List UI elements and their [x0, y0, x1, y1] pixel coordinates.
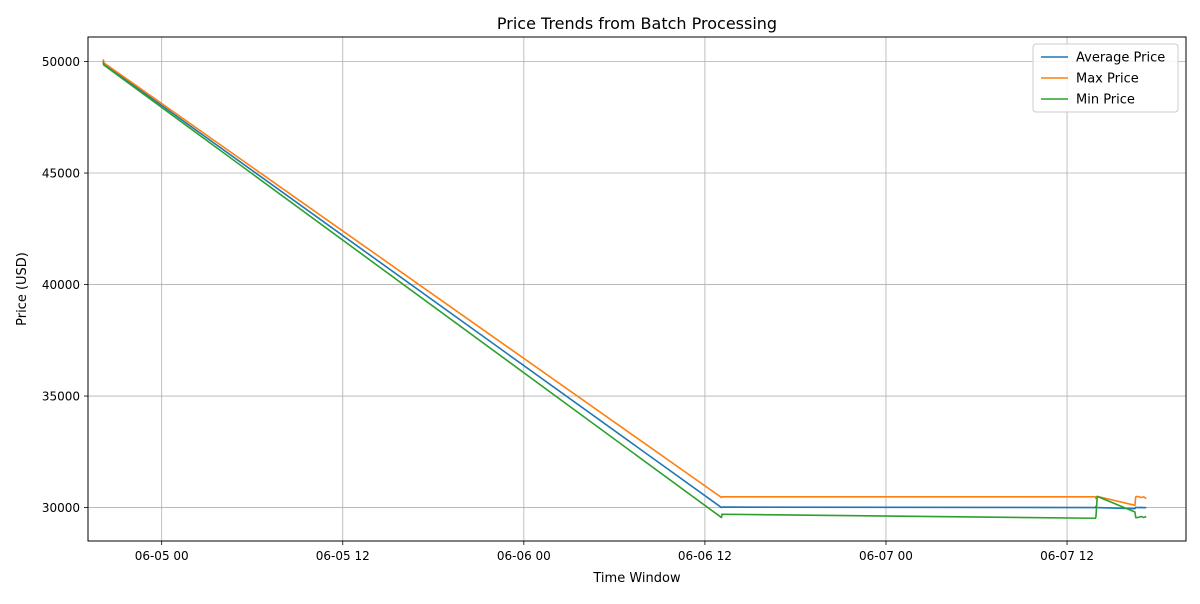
legend-label-max-price: Max Price [1076, 72, 1139, 87]
y-tick-label: 30000 [42, 501, 80, 515]
x-tick-label: 06-05 12 [316, 549, 370, 563]
x-tick-label: 06-06 00 [497, 549, 551, 563]
axis-ticks: 06-05 00 06-05 12 06-06 00 06-06 12 06-07 00… [42, 55, 1094, 563]
series-lines [102, 59, 1147, 520]
x-tick-label: 06-05 00 [135, 549, 189, 563]
legend-frame [1032, 43, 1179, 113]
x-tick-label: 06-07 12 [1040, 549, 1094, 563]
legend-label-average-price: Average Price [1076, 51, 1165, 66]
y-tick-label: 40000 [42, 278, 80, 292]
grid-lines [88, 37, 1186, 541]
y-tick-label: 35000 [42, 390, 80, 404]
y-tick-label: 45000 [42, 167, 80, 181]
series-line-min-price [102, 61, 1147, 520]
chart-title: Price Trends from Batch Processing [497, 14, 777, 33]
x-tick-label: 06-07 00 [859, 549, 913, 563]
legend: Average Price Max Price Min Price [1032, 43, 1179, 113]
plot-area-frame [87, 36, 1187, 542]
y-axis-label: Price (USD) [15, 252, 30, 326]
legend-label-min-price: Min Price [1076, 93, 1135, 108]
y-tick-label: 50000 [42, 55, 80, 69]
x-axis-label: Time Window [592, 571, 681, 586]
x-tick-label: 06-06 12 [678, 549, 732, 563]
